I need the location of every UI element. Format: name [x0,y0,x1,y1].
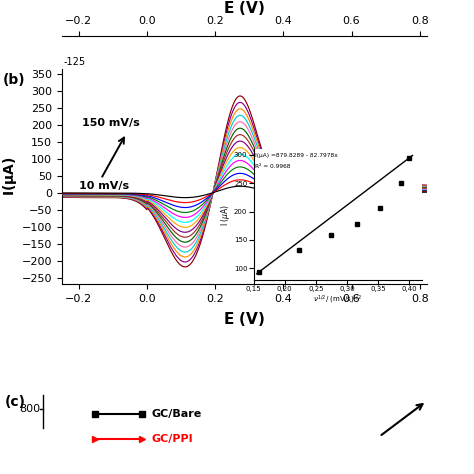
Text: GC/Bare: GC/Bare [152,409,202,419]
Text: GC/PPI: GC/PPI [152,434,193,444]
Text: 800: 800 [19,404,40,414]
Text: 10 mV/s: 10 mV/s [79,181,129,191]
Text: -125: -125 [64,57,85,67]
X-axis label: $\nu^{1/2}$/ (mV/s)$^{1/2}$: $\nu^{1/2}$/ (mV/s)$^{1/2}$ [313,293,362,306]
Text: (c): (c) [5,395,26,409]
X-axis label: $\mathbf{E}$ $\mathbf{(V)}$: $\mathbf{E}$ $\mathbf{(V)}$ [223,310,265,328]
Text: R² = 0.9968: R² = 0.9968 [255,164,291,169]
Text: 150 mV/s: 150 mV/s [82,118,140,128]
Text: I(μA) =879.8289 - 82.7978x: I(μA) =879.8289 - 82.7978x [255,153,337,158]
Text: (b): (b) [2,73,25,88]
Y-axis label: I ($\mu$A): I ($\mu$A) [219,203,232,226]
X-axis label: $\mathbf{E}$ $\mathbf{(V)}$: $\mathbf{E}$ $\mathbf{(V)}$ [223,0,265,17]
Y-axis label: $\mathbf{I(\mu A)}$: $\mathbf{I(\mu A)}$ [0,157,18,196]
